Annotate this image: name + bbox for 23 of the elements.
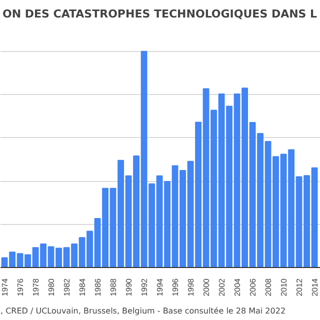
x-tick-label: 2000 bbox=[202, 278, 212, 296]
x-tick-label: 2012 bbox=[295, 278, 304, 296]
x-tick-label: 1982 bbox=[62, 278, 72, 296]
x-tick-label: 2006 bbox=[248, 278, 258, 296]
x-tick-label: 1998 bbox=[186, 278, 196, 296]
x-tick-label: 1988 bbox=[109, 278, 118, 296]
x-tick-label: 2008 bbox=[264, 278, 274, 296]
x-tick-label: 1992 bbox=[140, 278, 150, 296]
x-tick-label: 1976 bbox=[16, 278, 26, 296]
x-tick-label: 2014 bbox=[310, 278, 320, 296]
x-tick-label: 1994 bbox=[156, 278, 165, 296]
x-tick-label: 1984 bbox=[78, 278, 88, 296]
chart-title: ON DES CATASTROPHES TECHNOLOGIQUES DANS L bbox=[2, 8, 318, 20]
x-tick-label: 2010 bbox=[280, 278, 289, 296]
x-tick-label: 2002 bbox=[218, 278, 227, 296]
x-tick-label: 1974 bbox=[0, 278, 10, 296]
x-tick-label: 1980 bbox=[47, 278, 56, 296]
text: , CRED / UCLouvain, Brussels, Belgium - Base consultée le 28 Mai 2022 bbox=[0, 306, 286, 316]
x-tick-label: 2004 bbox=[233, 278, 242, 296]
x-tick-label: 1986 bbox=[94, 278, 103, 296]
x-tick-label: 1990 bbox=[124, 278, 134, 296]
x-tick-label: 1978 bbox=[32, 278, 41, 296]
x-tick-label: 1996 bbox=[171, 278, 180, 296]
